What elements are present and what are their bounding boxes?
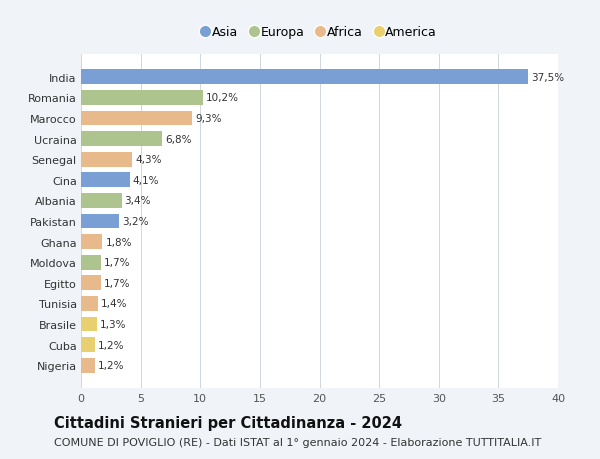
Bar [81,152,132,167]
Bar [81,358,95,373]
Text: 3,4%: 3,4% [125,196,151,206]
Text: 1,2%: 1,2% [98,360,125,370]
Bar [81,317,97,331]
Bar [81,91,203,106]
Text: 37,5%: 37,5% [531,73,564,83]
Bar [81,112,192,126]
Text: 1,4%: 1,4% [101,299,127,308]
Bar [81,337,95,352]
Bar [81,296,98,311]
Legend: Asia, Europa, Africa, America: Asia, Europa, Africa, America [197,22,442,45]
Bar [81,194,122,208]
Text: 1,7%: 1,7% [104,257,131,268]
Text: 1,3%: 1,3% [100,319,126,329]
Text: 1,2%: 1,2% [98,340,125,350]
Text: 1,8%: 1,8% [106,237,132,247]
Text: 4,3%: 4,3% [135,155,162,165]
Text: 3,2%: 3,2% [122,217,149,226]
Bar [81,132,162,147]
Bar [81,235,103,249]
Text: 10,2%: 10,2% [206,93,239,103]
Text: 6,8%: 6,8% [165,134,191,144]
Bar [81,255,101,270]
Text: 9,3%: 9,3% [195,114,221,123]
Bar [81,173,130,188]
Text: 4,1%: 4,1% [133,175,160,185]
Text: 1,7%: 1,7% [104,278,131,288]
Text: Cittadini Stranieri per Cittadinanza - 2024: Cittadini Stranieri per Cittadinanza - 2… [54,415,402,431]
Bar [81,70,528,85]
Bar [81,276,101,291]
Bar [81,214,119,229]
Text: COMUNE DI POVIGLIO (RE) - Dati ISTAT al 1° gennaio 2024 - Elaborazione TUTTITALI: COMUNE DI POVIGLIO (RE) - Dati ISTAT al … [54,437,541,447]
